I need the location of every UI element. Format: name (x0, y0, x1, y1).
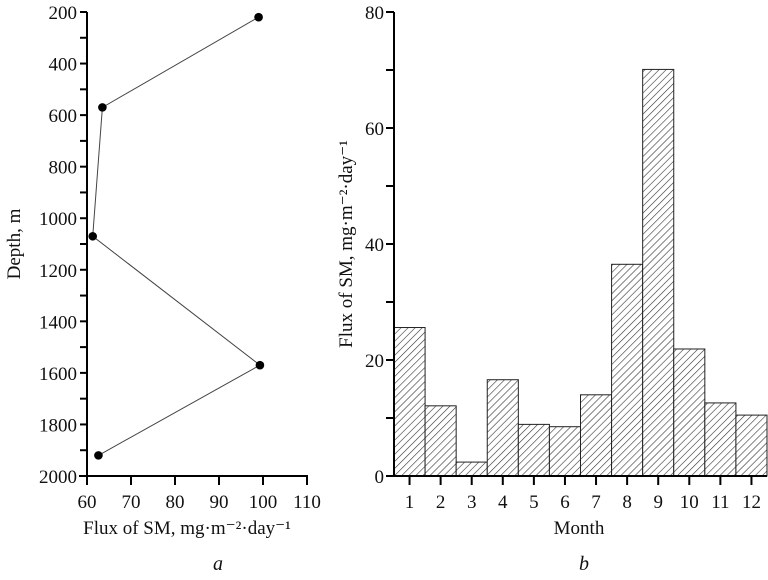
panel-a-data-point (94, 451, 103, 460)
panel-a-y-axis-title: Depth, m (4, 208, 25, 279)
panel-a-x-tick-label: 70 (122, 492, 141, 513)
panel-a-series-line (92, 16, 261, 456)
panel-b-y-tick-label: 40 (365, 235, 384, 256)
panel-a-y-tick-label: 1000 (39, 209, 77, 230)
panel-a-depth-profile: 200 400 600 800 1000 1200 1400 1600 1800 2000 60 7… (4, 3, 321, 575)
panel-a-y-tick-labels: 200 400 600 800 1000 1200 1400 1600 1800 2000 (39, 3, 77, 488)
panel-b-x-tick-label: 1 (405, 492, 415, 513)
panel-a-data-point (88, 231, 98, 241)
panel-a-x-tick-label: 60 (78, 492, 97, 513)
panel-b-label: b (579, 553, 589, 575)
panel-b-y-tick-label: 60 (365, 119, 384, 140)
panel-b-bar (486, 379, 519, 477)
panel-b-y-tick-labels: 0 20 40 60 80 (365, 3, 384, 488)
panel-a-axes (79, 11, 308, 485)
panel-b-y-tick-label: 80 (365, 3, 384, 24)
panel-b-x-tick-label: 3 (467, 492, 477, 513)
panel-a-y-tick-label: 200 (49, 3, 78, 24)
panel-b-y-axis-title: Flux of SM, mg·m⁻²·day⁻¹ (336, 140, 357, 348)
panel-b-bar (424, 405, 457, 477)
panel-b-x-tick-label: 10 (680, 492, 699, 513)
panel-a-x-axis-title: Flux of SM, mg·m⁻²·day⁻¹ (83, 518, 291, 539)
panel-a-y-tick-label: 400 (49, 55, 78, 76)
panel-a-y-tick-label: 1600 (39, 364, 77, 385)
panel-b-x-tick-labels: 1 2 3 4 5 6 7 8 9 10 11 12 (405, 492, 761, 513)
panel-b-bar (704, 402, 737, 477)
panel-b-bar (673, 348, 706, 477)
panel-b-x-tick-label: 6 (560, 492, 570, 513)
panel-a-data-point (255, 360, 265, 370)
panel-a-x-tick-label: 110 (293, 492, 321, 513)
panel-a-y-tick-label: 2000 (39, 467, 77, 488)
panel-a-y-tick-label: 1800 (39, 415, 77, 436)
panel-a-data-point (254, 12, 263, 22)
panel-b-bar (735, 414, 768, 477)
panel-b-bar (393, 327, 426, 477)
panel-b-x-tick-label: 7 (591, 492, 601, 513)
panel-b-x-tick-label: 12 (742, 492, 761, 513)
panel-b-y-tick-label: 0 (375, 467, 385, 488)
panel-a-x-tick-labels: 60 70 80 90 100 110 (78, 492, 321, 513)
panel-b-x-tick-label: 5 (529, 492, 539, 513)
panel-a-data-point (98, 103, 107, 112)
panel-b-x-tick-label: 9 (653, 492, 663, 513)
panel-a-y-tick-label: 1400 (39, 312, 77, 333)
panel-b-bar (642, 68, 675, 477)
panel-a-x-tick-label: 90 (210, 492, 229, 513)
panel-b-bar (517, 423, 550, 477)
panel-b-x-tick-label: 8 (622, 492, 632, 513)
panel-a-x-tick-label: 100 (249, 492, 278, 513)
panel-b-bar (580, 394, 613, 477)
panel-b-bar (611, 263, 644, 477)
panel-a-y-tick-label: 1200 (39, 261, 77, 282)
panel-b-bar (548, 426, 582, 477)
panel-a-y-tick-label: 600 (49, 106, 78, 127)
panel-a-label: a (213, 553, 223, 575)
panel-b-bar (455, 461, 488, 477)
panel-b-bars (393, 68, 768, 477)
panel-b-axes (386, 11, 767, 485)
panel-b-x-axis-title: Month (554, 518, 605, 539)
panel-a-series (88, 12, 265, 460)
panel-b-y-tick-label: 20 (365, 351, 384, 372)
panel-a-x-tick-label: 80 (166, 492, 185, 513)
panel-a-y-tick-label: 800 (49, 158, 78, 179)
panel-b-x-tick-label: 2 (436, 492, 446, 513)
panel-b-x-tick-label: 11 (711, 492, 729, 513)
panel-b-x-tick-label: 4 (498, 492, 508, 513)
